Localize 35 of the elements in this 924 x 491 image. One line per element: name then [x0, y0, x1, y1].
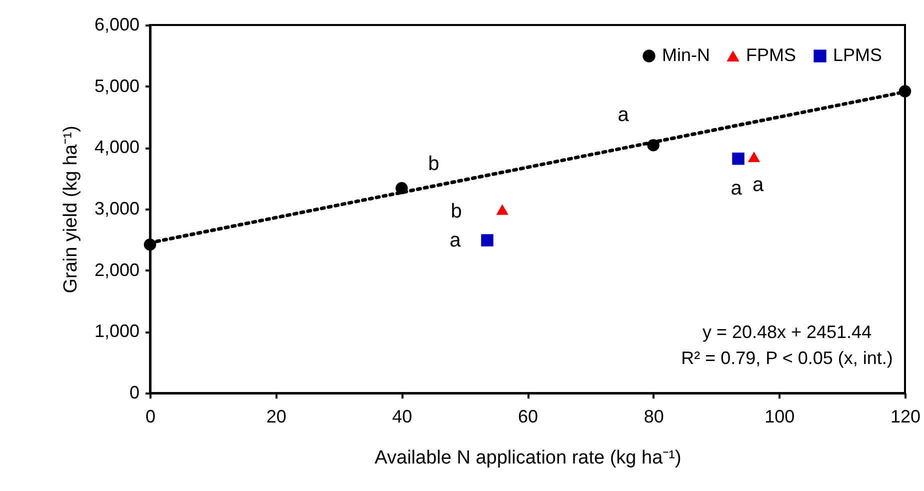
annotation: b — [428, 153, 440, 176]
annotation: a — [450, 229, 462, 252]
legend-label: LPMS — [833, 45, 882, 65]
y-tick-label: 1,000 — [94, 321, 140, 342]
annotation: y = 20.48x + 2451.44 — [702, 322, 872, 342]
y-tick-label: 2,000 — [94, 260, 140, 280]
point — [144, 238, 156, 251]
point — [496, 204, 508, 215]
annotation: a — [618, 104, 630, 126]
point — [898, 85, 912, 98]
legend-label: FPMS — [746, 45, 796, 65]
x-axis-title: Available N application rate (kg ha⁻¹) — [374, 448, 682, 468]
annotation: R² = 0.79, P < 0.05 (x, int.) — [681, 348, 893, 368]
point — [647, 139, 660, 152]
legend-label: Min-N — [662, 45, 710, 65]
y-tick-label: 0 — [129, 382, 140, 402]
x-tick-label: 100 — [764, 406, 795, 426]
y-tick-label: 5,000 — [94, 76, 140, 96]
x-tick-label: 80 — [644, 406, 664, 426]
point — [396, 182, 408, 194]
x-tick-label: 40 — [392, 406, 412, 426]
x-tick-label: 120 — [890, 406, 921, 426]
y-tick-label: 6,000 — [94, 14, 140, 34]
y-tick-label: 3,000 — [94, 198, 140, 218]
y-tick-label: 4,000 — [94, 137, 140, 158]
point — [481, 234, 494, 246]
annotation: a — [730, 178, 743, 200]
y-axis-title: Grain yield (kg ha⁻¹) — [60, 126, 82, 294]
annotation: b — [450, 200, 462, 223]
x-tick-label: 20 — [266, 406, 286, 426]
point — [748, 152, 760, 162]
x-tick-label: 0 — [145, 406, 156, 426]
point — [732, 152, 744, 165]
annotation: a — [752, 174, 764, 196]
x-tick-label: 60 — [518, 406, 538, 426]
